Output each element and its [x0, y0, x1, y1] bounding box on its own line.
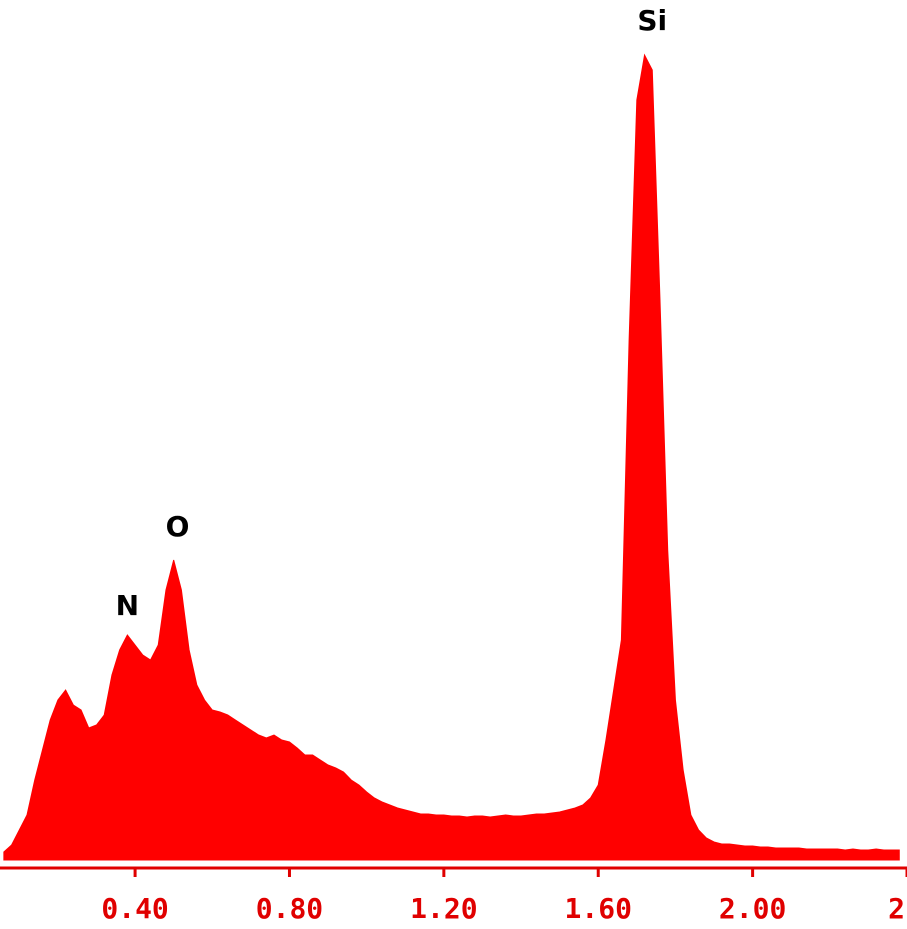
x-tick-label: 0.40 [101, 892, 168, 925]
x-tick-label: 2 [888, 892, 905, 925]
peak-label: O [166, 510, 190, 543]
peak-label: Si [637, 4, 667, 37]
x-tick-label: 2.00 [719, 892, 786, 925]
spectrum-area [3, 53, 900, 861]
x-tick-label: 1.20 [410, 892, 477, 925]
x-tick-label: 1.60 [565, 892, 632, 925]
x-tick-label: 0.80 [256, 892, 323, 925]
peak-label: N [116, 589, 139, 622]
